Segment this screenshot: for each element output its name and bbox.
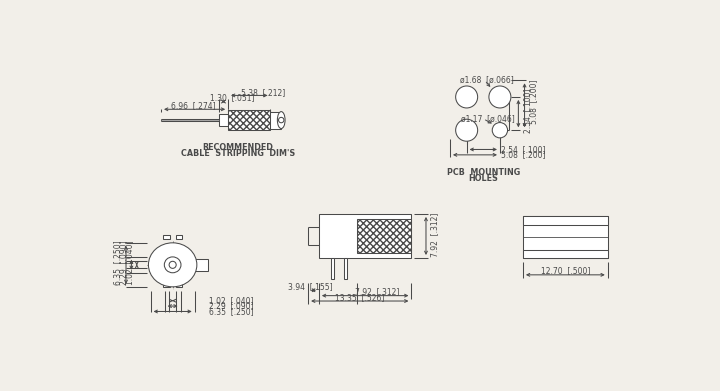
Text: ø1.68  [ø.066]: ø1.68 [ø.066] <box>460 75 513 84</box>
Bar <box>163 235 170 239</box>
Text: 1.30  [.051]: 1.30 [.051] <box>210 93 255 102</box>
Text: 6.35  [.250]: 6.35 [.250] <box>113 240 122 285</box>
Circle shape <box>169 261 176 268</box>
Circle shape <box>489 86 511 108</box>
Text: 1.02  [.040]: 1.02 [.040] <box>209 296 253 305</box>
Bar <box>356 219 411 253</box>
Text: 2.54  [.100]: 2.54 [.100] <box>523 88 532 133</box>
Text: 5.08  [.200]: 5.08 [.200] <box>501 151 546 160</box>
Circle shape <box>492 122 508 138</box>
Text: 2.29  [.090]: 2.29 [.090] <box>120 240 128 285</box>
Text: CABLE  STRIPPING  DIM'S: CABLE STRIPPING DIM'S <box>181 149 295 158</box>
Bar <box>176 283 182 287</box>
Bar <box>176 235 182 239</box>
Text: 6.35  [.250]: 6.35 [.250] <box>209 307 253 316</box>
Circle shape <box>279 117 284 123</box>
Text: 6.96  [.274]: 6.96 [.274] <box>171 101 215 110</box>
Bar <box>330 258 334 280</box>
Bar <box>523 216 608 258</box>
Bar <box>343 258 348 280</box>
Text: 2.54  [.100]: 2.54 [.100] <box>501 145 546 154</box>
Text: 5.08  [.200]: 5.08 [.200] <box>529 80 539 124</box>
Text: RECOMMENDED: RECOMMENDED <box>202 143 274 152</box>
Ellipse shape <box>164 257 181 273</box>
Circle shape <box>456 119 477 141</box>
Bar <box>271 111 282 129</box>
Text: 12.70  [.500]: 12.70 [.500] <box>541 266 590 275</box>
Text: 1.02  [.040]: 1.02 [.040] <box>125 240 135 285</box>
Text: 3.94  [.155]: 3.94 [.155] <box>288 282 333 291</box>
Text: 7.92  [.312]: 7.92 [.312] <box>355 287 400 296</box>
Text: PCB  MOUNTING: PCB MOUNTING <box>446 168 520 177</box>
Text: 13.35  [.526]: 13.35 [.526] <box>335 293 384 302</box>
Bar <box>192 259 208 271</box>
Bar <box>228 110 271 130</box>
Text: ø1.17  [ø.046]: ø1.17 [ø.046] <box>462 114 515 123</box>
Text: HOLES: HOLES <box>468 174 498 183</box>
Ellipse shape <box>277 111 285 129</box>
Ellipse shape <box>148 243 197 287</box>
Text: 2.29  [.090]: 2.29 [.090] <box>209 301 253 310</box>
Text: 5.38  [.212]: 5.38 [.212] <box>241 88 285 97</box>
Text: 7.92  [.312]: 7.92 [.312] <box>430 212 439 256</box>
Bar <box>219 114 228 126</box>
Bar <box>163 283 170 287</box>
Bar <box>523 216 608 225</box>
Bar <box>523 249 608 258</box>
Bar <box>319 214 411 258</box>
Circle shape <box>456 86 477 108</box>
